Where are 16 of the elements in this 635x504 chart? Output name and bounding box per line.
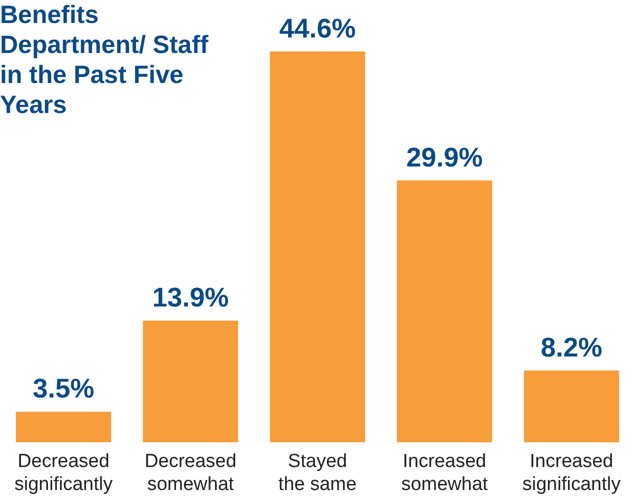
data-label: 44.6%: [279, 13, 356, 44]
bar: [270, 52, 366, 442]
x-tick-label: Decreased significantly: [14, 451, 114, 495]
bar: [142, 320, 238, 442]
bar: [16, 412, 112, 442]
data-label: 8.2%: [540, 332, 602, 362]
data-label: 13.9%: [152, 282, 229, 313]
data-label: 29.9%: [406, 142, 483, 172]
data-label: 3.5%: [32, 374, 94, 404]
x-tick-label: Decreased somewhat: [144, 451, 236, 495]
chart-title: Benefits Department/ Staff in the Past Five Years: [0, 0, 210, 120]
x-tick-label: Increased somewhat: [401, 451, 489, 495]
bar: [524, 370, 620, 442]
x-tick-label: Stayed the same: [278, 451, 357, 495]
bar: [396, 180, 492, 442]
x-tick-label: Increased significantly: [522, 451, 622, 495]
